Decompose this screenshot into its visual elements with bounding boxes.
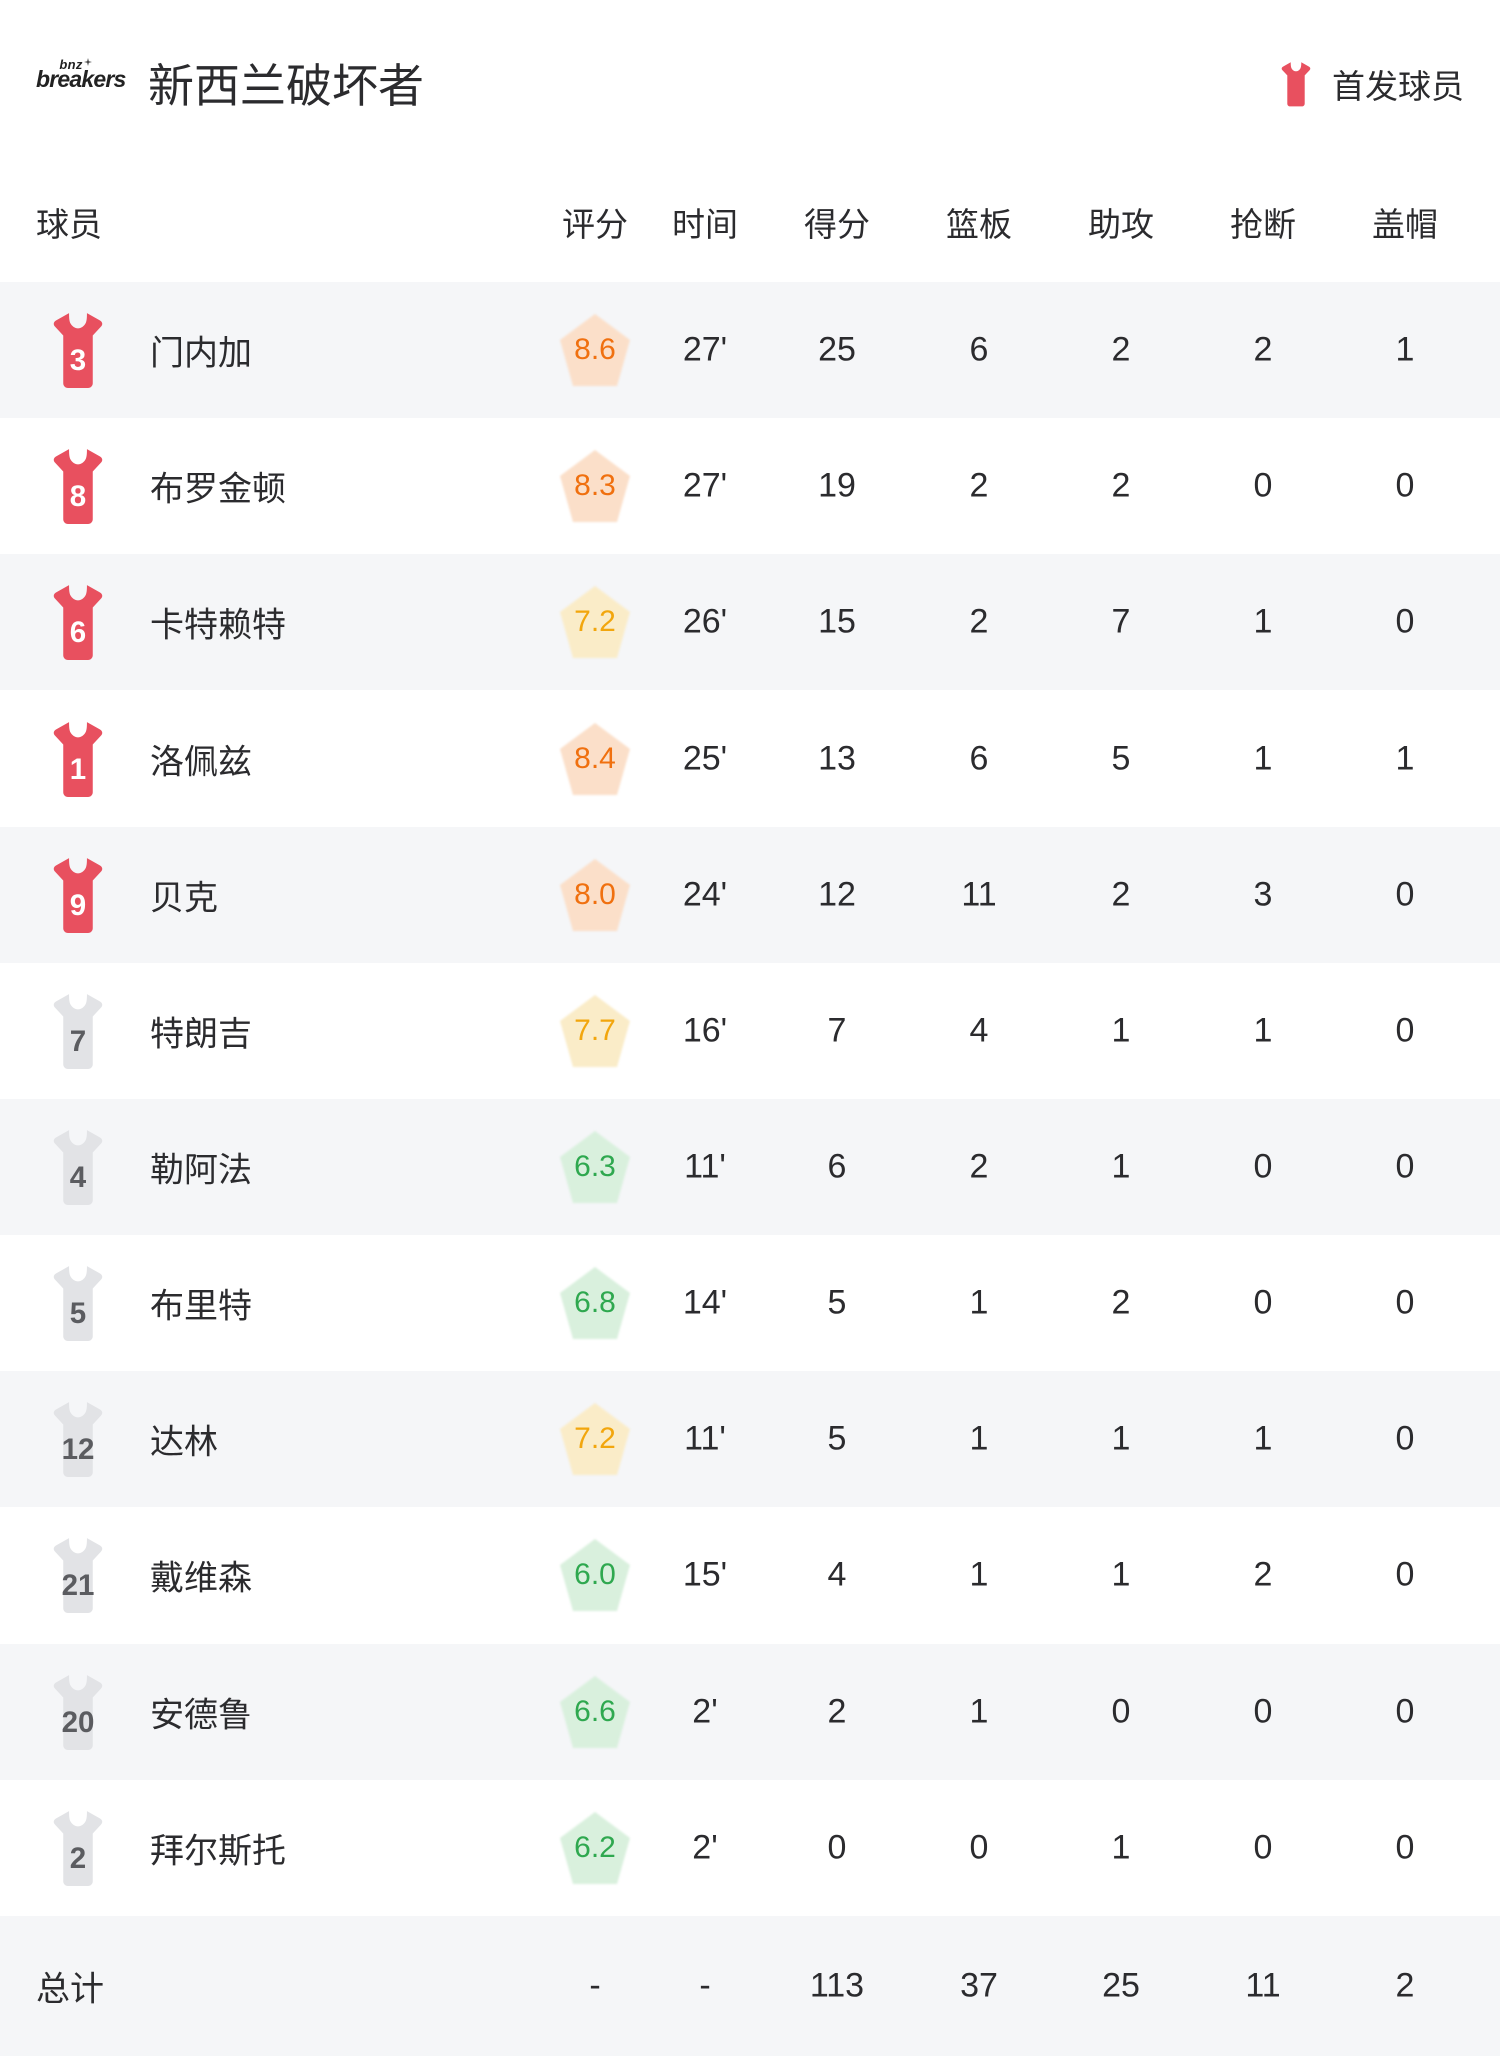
svg-text:2: 2: [70, 1842, 86, 1875]
svg-text:6: 6: [70, 616, 86, 649]
svg-text:12: 12: [62, 1433, 95, 1466]
svg-text:7: 7: [70, 1025, 86, 1058]
svg-text:21: 21: [62, 1570, 95, 1603]
svg-text:3: 3: [70, 344, 86, 377]
svg-text:5: 5: [70, 1297, 86, 1330]
svg-text:8: 8: [70, 480, 86, 513]
svg-text:20: 20: [62, 1706, 95, 1739]
svg-text:1: 1: [70, 753, 86, 786]
svg-text:9: 9: [70, 889, 86, 922]
svg-text:4: 4: [70, 1161, 87, 1194]
